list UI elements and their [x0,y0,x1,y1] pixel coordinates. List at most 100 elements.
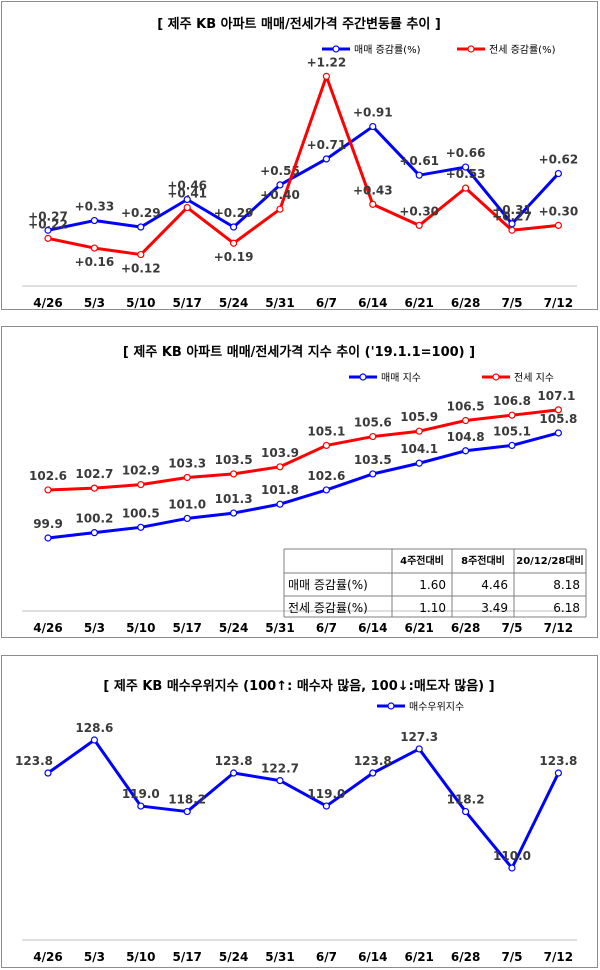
data-label: +0.29 [214,206,254,220]
data-label: 104.8 [447,430,485,444]
data-label: 119.0 [307,787,345,801]
data-label: 105.6 [354,416,392,430]
data-point-marker [369,769,377,777]
data-point-marker [276,181,284,189]
data-point-marker [415,427,423,435]
x-tick-label: 6/21 [404,621,433,635]
data-label: +0.27 [492,209,532,223]
data-point-marker [137,223,145,231]
x-tick-label: 5/10 [126,621,155,635]
x-tick-label: 6/14 [358,296,387,309]
data-label: 101.8 [261,483,299,497]
data-point-marker [322,72,330,80]
x-tick-label: 7/5 [501,296,522,309]
x-tick-label: 6/28 [451,296,480,309]
data-label: +0.30 [539,204,579,218]
data-point-marker [230,223,238,231]
data-label: +0.31 [492,203,532,217]
data-point-marker [137,481,145,489]
price-index-chart: [ 제주 KB 아파트 매매/전세가격 지수 추이 ('19.1.1=100) … [22,344,587,635]
data-point-marker [322,486,330,494]
data-point-marker [369,122,377,131]
data-label: 100.5 [122,506,160,520]
data-label: +0.43 [353,183,393,197]
data-point-marker [276,205,284,213]
x-tick-label: 5/3 [84,296,105,309]
table-header-cell: 20/12/28대비 [516,554,583,567]
data-label: 119.0 [122,787,160,801]
data-label: 123.8 [354,754,392,768]
data-label: 118.2 [168,793,206,807]
x-tick-label: 7/12 [544,296,573,309]
data-point-marker [137,802,145,810]
x-tick-label: 4/26 [33,950,62,964]
series-line [47,125,560,232]
legend-marker [332,45,340,53]
data-point-marker [554,221,563,229]
data-label: 106.8 [493,394,531,408]
legend-marker [467,45,475,53]
x-tick-label: 7/12 [544,621,573,635]
x-tick-label: 5/17 [172,296,201,309]
data-point-marker [276,500,284,508]
data-point-marker [462,163,470,171]
plot-area: 4/26 5/3 5/10 5/17 5/24 5/31 6/7 6/14 6/21 6/28 7/… [22,55,578,309]
weekly-change-rate-chart-panel: [ 제주 KB 아파트 매매/전세가격 주간변동률 추이 ] 매매 증감률(%)… [1,1,598,310]
data-label: +0.30 [399,204,439,218]
data-label: +0.62 [539,153,579,167]
x-tick-label: 7/5 [501,950,522,964]
legend-marker [387,702,395,710]
x-tick-label: 6/14 [358,621,387,635]
legend-label: 전세 증감률(%) [489,44,556,56]
x-tick-label: 5/31 [265,621,294,635]
buyer-superiority-index-chart-panel: [ 제주 KB 매수우위지수 (100↑: 매수자 많음, 100↓:매도자 많… [1,655,598,968]
data-label: 101.3 [215,492,253,506]
data-point-marker [90,244,99,252]
data-point-marker [508,226,516,234]
data-label: 105.1 [493,424,531,438]
x-tick-label: 5/10 [126,950,155,964]
data-label: 106.5 [447,400,485,414]
data-label: 101.0 [168,497,206,511]
data-point-marker [369,432,377,441]
data-label: 105.9 [400,410,438,424]
table-row-label: 전세 증감률(%) [288,601,368,615]
data-label: 123.8 [15,754,53,768]
table-cell: 1.60 [419,578,446,592]
x-tick-label: 5/10 [126,296,155,309]
legend-label: 매매 지수 [381,372,421,384]
chart-title: [ 제주 KB 아파트 매매/전세가격 지수 추이 ('19.1.1=100) … [123,344,475,360]
data-point-marker [230,769,238,777]
price-index-chart-panel: [ 제주 KB 아파트 매매/전세가격 지수 추이 ('19.1.1=100) … [1,326,598,638]
data-label: 102.6 [307,469,345,483]
data-label: 107.1 [537,389,575,403]
data-point-marker [369,470,377,478]
series-line [47,74,559,257]
data-label: +0.66 [446,146,486,160]
data-point-marker [462,416,470,425]
x-tick-label: 6/21 [404,296,433,309]
table-cell: 3.49 [481,601,508,615]
data-point-marker [44,226,52,234]
data-label: 110.0 [493,849,531,863]
data-point-marker [322,155,330,163]
chart-legend: 매매 지수 전세 지수 [349,372,554,384]
data-point-marker [183,473,191,482]
x-tick-label: 5/17 [172,950,201,964]
data-point-marker [508,411,516,419]
series-line [47,408,559,492]
data-label: +1.22 [307,55,347,69]
data-label: 103.5 [215,453,253,467]
x-tick-label: 5/24 [219,950,248,964]
x-tick-label: 5/31 [265,296,294,309]
data-label: 104.1 [400,442,438,456]
data-point-marker [462,184,470,192]
x-tick-label: 4/26 [33,296,62,309]
data-label: 103.5 [354,453,392,467]
data-label: +0.71 [307,138,347,152]
series-line [47,431,559,540]
data-label: +0.53 [446,167,486,181]
data-label: +0.61 [399,154,439,168]
x-tick-label: 5/3 [84,621,105,635]
data-label: +0.29 [121,206,161,220]
